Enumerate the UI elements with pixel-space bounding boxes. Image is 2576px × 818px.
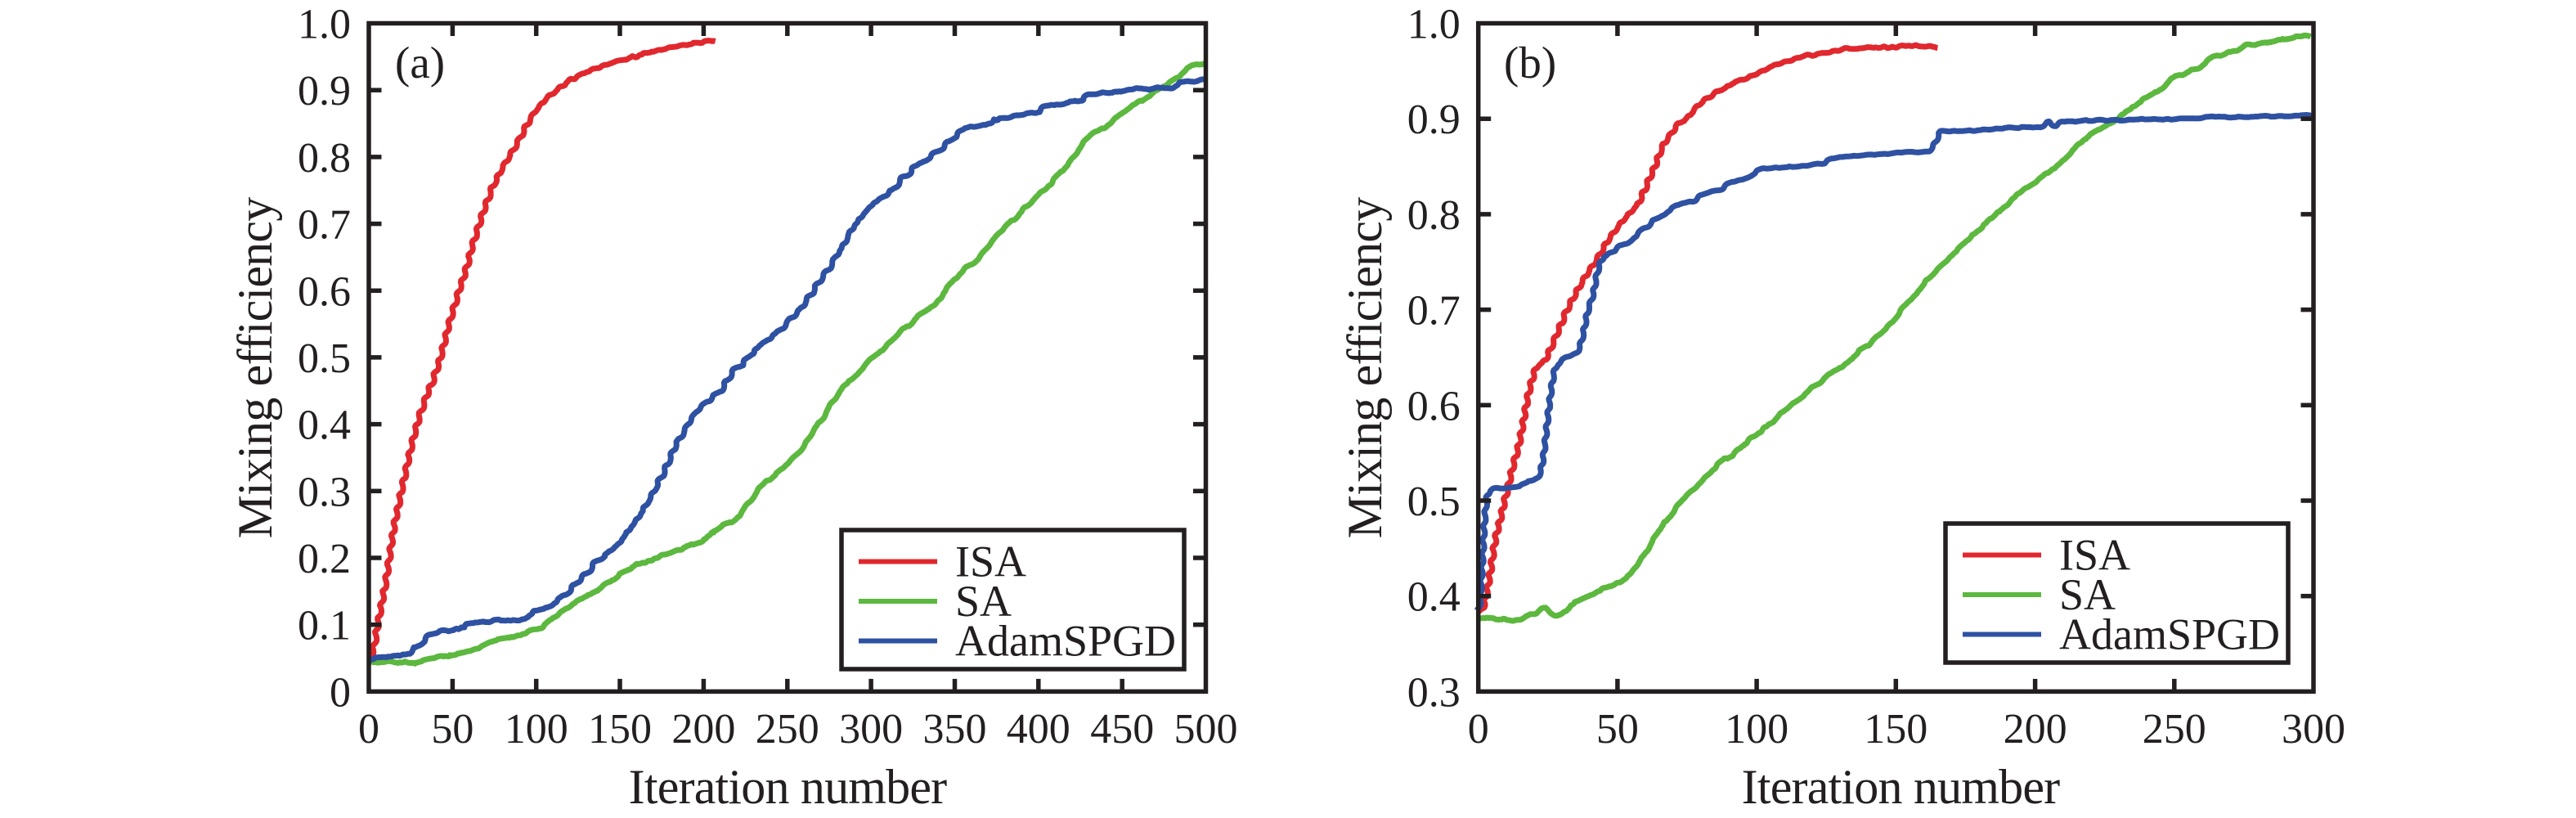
- svg-text:1.0: 1.0: [1407, 2, 1461, 48]
- svg-text:0.3: 0.3: [1407, 669, 1461, 716]
- svg-text:350: 350: [923, 706, 987, 753]
- svg-text:ISA: ISA: [2059, 531, 2130, 580]
- svg-text:200: 200: [2004, 706, 2067, 753]
- svg-text:(b): (b): [1504, 38, 1556, 88]
- svg-text:0.4: 0.4: [298, 402, 351, 449]
- svg-text:0.2: 0.2: [298, 536, 351, 582]
- svg-text:250: 250: [2143, 706, 2206, 753]
- svg-text:1.0: 1.0: [298, 2, 351, 48]
- svg-text:100: 100: [505, 706, 568, 753]
- svg-text:SA: SA: [955, 577, 1012, 626]
- svg-text:ISA: ISA: [955, 537, 1026, 587]
- svg-text:0: 0: [330, 669, 351, 716]
- svg-text:0.5: 0.5: [298, 335, 351, 382]
- svg-text:0.8: 0.8: [1407, 192, 1461, 239]
- svg-text:50: 50: [1596, 706, 1639, 753]
- svg-text:0.6: 0.6: [1407, 383, 1461, 429]
- svg-text:0.9: 0.9: [298, 68, 351, 115]
- svg-text:0.7: 0.7: [298, 202, 351, 249]
- svg-text:200: 200: [671, 706, 735, 753]
- svg-text:0.4: 0.4: [1407, 574, 1461, 621]
- svg-text:0.6: 0.6: [298, 268, 351, 315]
- svg-text:150: 150: [1864, 706, 1928, 753]
- svg-text:0.5: 0.5: [1407, 479, 1461, 525]
- svg-text:250: 250: [756, 706, 819, 753]
- svg-text:0.1: 0.1: [298, 603, 351, 649]
- svg-text:150: 150: [588, 706, 652, 753]
- svg-text:500: 500: [1174, 706, 1238, 753]
- svg-text:0: 0: [358, 706, 379, 753]
- svg-text:100: 100: [1725, 706, 1788, 753]
- svg-text:300: 300: [839, 706, 903, 753]
- svg-text:Iteration number: Iteration number: [629, 760, 948, 814]
- svg-text:450: 450: [1090, 706, 1154, 753]
- svg-text:0.3: 0.3: [298, 469, 351, 515]
- svg-text:Mixing efficiency: Mixing efficiency: [228, 197, 282, 539]
- svg-text:AdamSPGD: AdamSPGD: [955, 617, 1176, 666]
- svg-text:AdamSPGD: AdamSPGD: [2059, 610, 2280, 659]
- svg-text:Iteration number: Iteration number: [1742, 760, 2061, 814]
- svg-text:0.9: 0.9: [1407, 97, 1461, 143]
- svg-text:300: 300: [2282, 706, 2345, 753]
- svg-text:0.8: 0.8: [298, 135, 351, 182]
- svg-text:400: 400: [1007, 706, 1070, 753]
- svg-text:(a): (a): [395, 38, 445, 88]
- svg-text:Mixing efficiency: Mixing efficiency: [1338, 197, 1392, 539]
- svg-text:50: 50: [431, 706, 473, 753]
- svg-text:0: 0: [1468, 706, 1489, 753]
- svg-text:SA: SA: [2059, 570, 2116, 619]
- svg-text:0.7: 0.7: [1407, 288, 1461, 335]
